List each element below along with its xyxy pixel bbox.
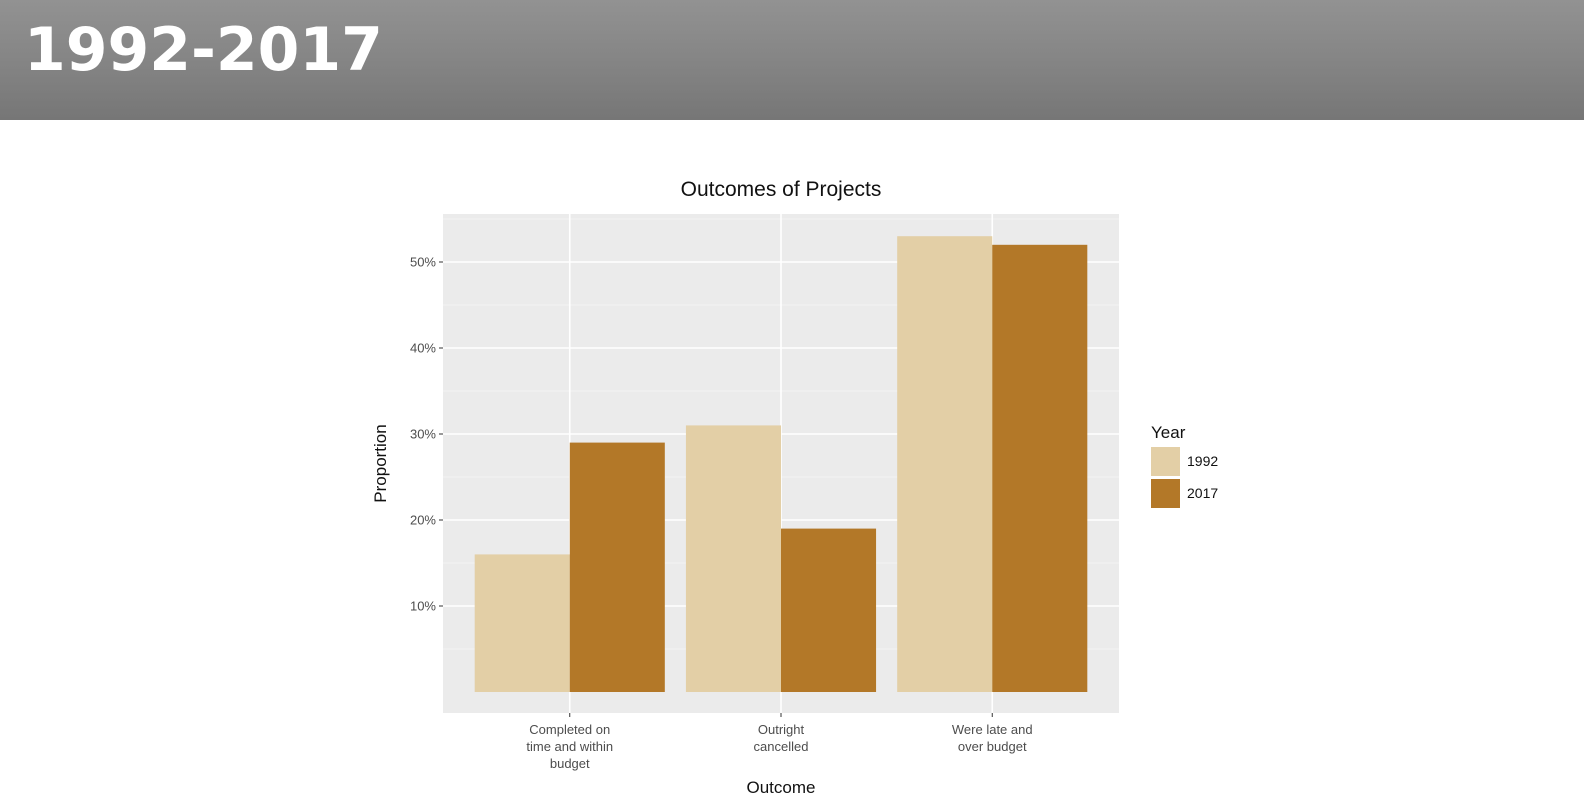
legend-key-2017 <box>1151 479 1180 508</box>
chart-title: Outcomes of Projects <box>681 178 882 201</box>
slide-title: 1992-2017 <box>24 15 383 85</box>
slide-header: 1992-2017 <box>0 0 1584 120</box>
bar-1992-1 <box>685 425 781 692</box>
bar-2017-0 <box>569 442 665 692</box>
legend-label-1992: 1992 <box>1187 453 1218 469</box>
y-tick-label: 30% <box>410 427 436 442</box>
x-tick-label: Were late and over budget <box>952 722 1033 754</box>
y-tick-label: 10% <box>410 599 436 614</box>
x-tick-label: Outright cancelled <box>754 722 809 754</box>
y-tick-label: 40% <box>410 341 436 356</box>
y-tick-label: 20% <box>410 513 436 528</box>
bar-1992-2 <box>897 236 993 692</box>
x-axis-title: Outcome <box>747 778 816 797</box>
legend-key-1992 <box>1151 447 1180 476</box>
y-axis-title: Proportion <box>371 424 390 502</box>
y-tick-label: 50% <box>410 255 436 270</box>
legend-title: Year <box>1151 423 1186 442</box>
x-tick-label: Completed on time and within budget <box>526 722 613 771</box>
bar-2017-2 <box>992 244 1088 693</box>
bar-2017-1 <box>781 528 877 692</box>
bar-1992-0 <box>474 554 570 692</box>
legend-label-2017: 2017 <box>1187 485 1218 501</box>
